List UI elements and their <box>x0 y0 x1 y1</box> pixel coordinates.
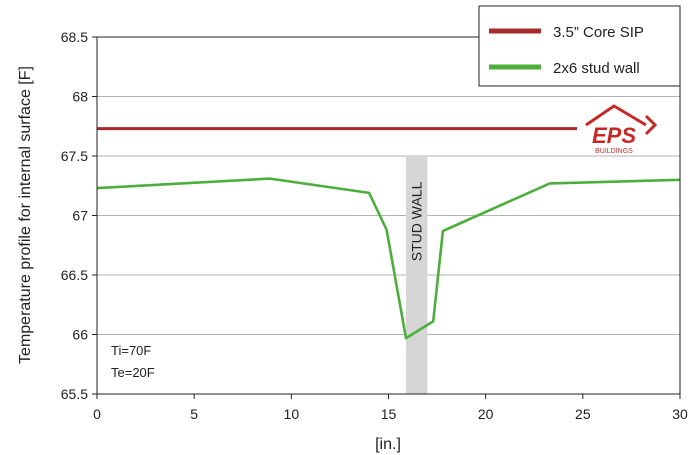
x-tick-label-6: 30 <box>672 406 688 422</box>
y-tick-label-2: 66.5 <box>61 267 88 283</box>
x-axis-label: [in.] <box>375 436 401 453</box>
legend-box <box>478 5 681 87</box>
stud-wall-label: STUD WALL <box>409 181 425 261</box>
logo-text: EPS <box>592 123 636 148</box>
series-line-1 <box>96 177 681 340</box>
logo-chevron-icon <box>644 114 658 136</box>
x-tick-label-3: 15 <box>381 406 397 422</box>
annotation-ti: Ti=70F <box>111 343 151 358</box>
y-axis-ticks: 65.5 66 66.5 67 67.5 68 68.5 <box>61 29 97 402</box>
x-tick-label-4: 20 <box>478 406 494 422</box>
legend-label-stud: 2x6 stud wall <box>553 60 640 77</box>
y-tick-label-6: 68.5 <box>61 29 88 45</box>
x-tick-label-2: 10 <box>284 406 300 422</box>
legend: 3.5” Core SIP 2x6 stud wall <box>478 5 681 87</box>
x-tick-label-0: 0 <box>93 406 101 422</box>
eps-logo: EPS BUILDINGS <box>585 104 658 155</box>
logo-subtext: BUILDINGS <box>595 148 633 155</box>
y-tick-label-5: 68 <box>72 89 88 105</box>
series-layer <box>96 127 681 340</box>
y-tick-label-1: 66 <box>72 327 88 343</box>
x-axis-ticks: 0 5 10 15 20 25 30 <box>93 394 688 422</box>
y-axis-label: Temperature profile for internal surface… <box>17 66 34 364</box>
annotation-te: Te=20F <box>111 365 155 380</box>
legend-label-sip: 3.5” Core SIP <box>553 24 644 41</box>
x-tick-label-1: 5 <box>190 406 198 422</box>
grid-lines <box>97 36 680 395</box>
y-tick-label-0: 65.5 <box>61 386 88 402</box>
logo-roof-icon <box>585 104 647 127</box>
y-tick-label-3: 67 <box>72 208 88 224</box>
y-tick-label-4: 67.5 <box>61 148 88 164</box>
x-tick-label-5: 25 <box>575 406 591 422</box>
